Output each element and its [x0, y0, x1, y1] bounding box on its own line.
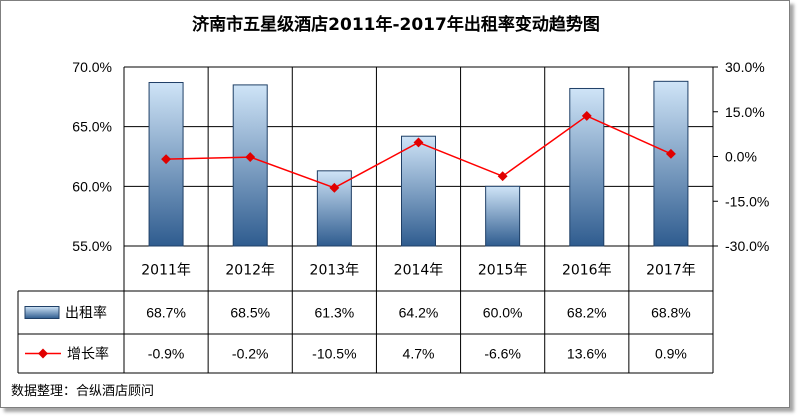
bar: [485, 185, 521, 247]
line-point: [581, 110, 592, 121]
y-left-tick-label: 70.0%: [72, 59, 112, 75]
bar-data-label: 61.3%: [315, 305, 355, 321]
line-point: [329, 182, 340, 193]
bar-data-label: 68.8%: [651, 305, 691, 321]
bar-data-label: 68.7%: [146, 305, 186, 321]
y-right-tick-label: 30.0%: [725, 59, 765, 75]
line-data-label: -6.6%: [484, 346, 521, 362]
chart-svg: 济南市五星级酒店2011年-2017年出租率变动趋势图 55.0% 60.0% 65…: [11, 14, 769, 399]
line-data-label: 13.6%: [567, 346, 607, 362]
line-data-label: -0.9%: [148, 346, 185, 362]
line-data-label: 0.9%: [655, 346, 687, 362]
line-point: [245, 152, 256, 163]
x-tick-label: 2014年: [394, 263, 444, 279]
y-right-tick-label: -30.0%: [725, 238, 769, 254]
x-tick-label: 2017年: [646, 263, 696, 279]
line-point: [161, 154, 172, 165]
bar-data-label: 68.2%: [567, 305, 607, 321]
line-data-label: -0.2%: [232, 346, 269, 362]
bar: [148, 82, 184, 247]
data-table: 2011年 68.7% -0.9% 2012年 68.5% -0.2% 2013年 61.3%…: [17, 246, 714, 374]
line-point: [497, 171, 508, 182]
bar-data-label: 60.0%: [483, 305, 523, 321]
legend-bar-key: [24, 306, 60, 319]
y-right-tick-label: -15.0%: [725, 193, 769, 209]
x-tick-label: 2015年: [478, 263, 528, 279]
bar-data-label: 68.5%: [230, 305, 270, 321]
y-right-tick-label: 15.0%: [725, 104, 765, 120]
bar: [401, 135, 436, 247]
bar: [653, 80, 689, 247]
legend-line-label: 增长率: [67, 346, 109, 363]
x-tick-label: 2012年: [225, 263, 275, 279]
line-point: [413, 137, 424, 148]
source-note: 数据整理：合纵酒店顾问: [11, 384, 154, 399]
y-left-tick-label: 65.0%: [72, 119, 112, 135]
line-series: [161, 110, 676, 193]
line-data-label: 4.7%: [403, 346, 435, 362]
chart-frame: 济南市五星级酒店2011年-2017年出租率变动趋势图 55.0% 60.0% 65…: [0, 0, 790, 408]
line-data-label: -10.5%: [312, 346, 356, 362]
bar-data-label: 64.2%: [399, 305, 439, 321]
y-left-tick-label: 55.0%: [72, 238, 112, 254]
y-right-tick-label: 0.0%: [725, 149, 757, 165]
legend-bar-label: 出租率: [65, 305, 107, 322]
chart-title: 济南市五星级酒店2011年-2017年出租率变动趋势图: [192, 14, 600, 35]
x-tick-label: 2011年: [141, 263, 191, 279]
legend-line-marker: [38, 348, 48, 359]
x-tick-label: 2016年: [562, 263, 612, 279]
bar-series: [148, 80, 689, 247]
x-tick-label: 2013年: [310, 263, 360, 279]
axes: 55.0% 60.0% 65.0% 70.0% -30.0% -15.0% 0.0% 15.0…: [72, 59, 769, 254]
y-left-tick-label: 60.0%: [72, 178, 112, 194]
bar: [232, 84, 268, 247]
line-point: [665, 148, 676, 159]
